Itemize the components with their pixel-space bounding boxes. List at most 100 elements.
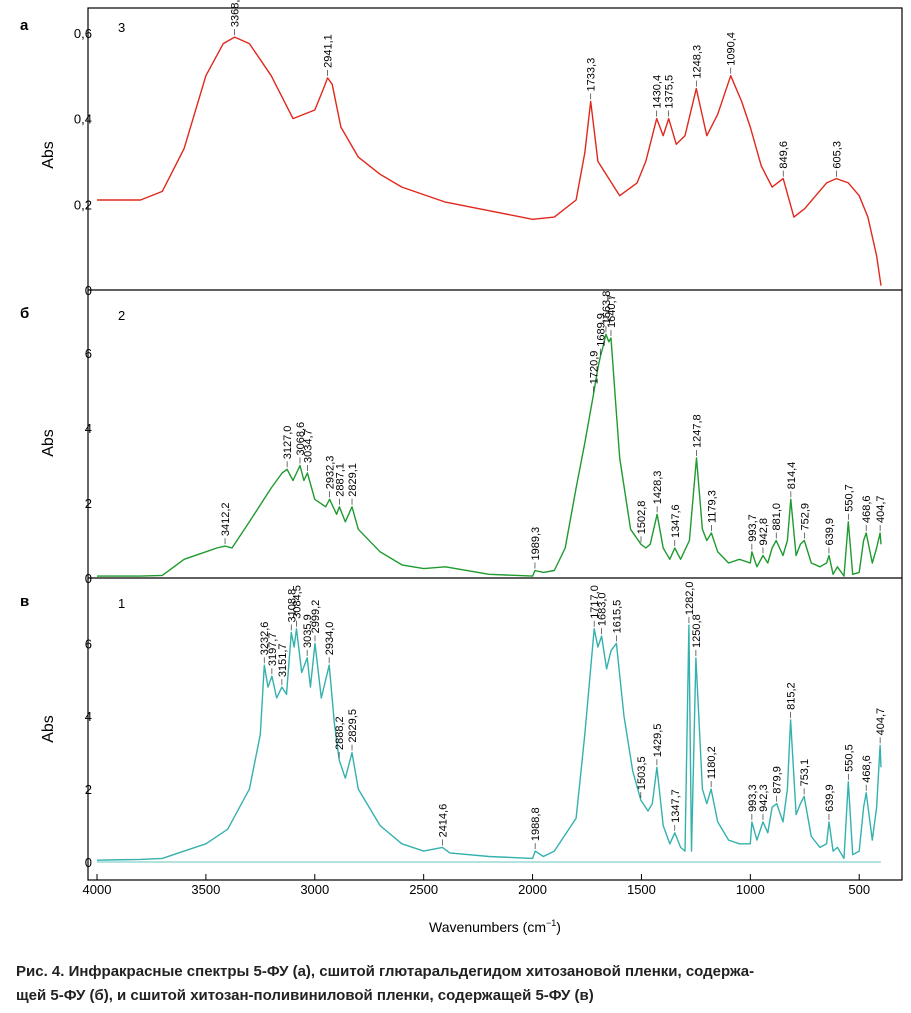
peak-label: 1717,0 bbox=[589, 585, 601, 619]
peak-label: 1090,4 bbox=[726, 32, 738, 66]
peak-label: 3035,9 bbox=[302, 614, 314, 648]
peak-label: 3084,5 bbox=[291, 585, 303, 619]
peak-label: 404,7 bbox=[875, 708, 887, 736]
peak-label: 2414,6 bbox=[437, 804, 449, 838]
x-tick-label: 3000 bbox=[300, 882, 329, 897]
peak-label: 3127,0 bbox=[282, 426, 294, 460]
y-tick-label: 4 bbox=[85, 709, 92, 724]
x-tick-label: 1500 bbox=[627, 882, 656, 897]
curve-number: 3 bbox=[118, 20, 125, 35]
figure-caption: Рис. 4. Инфракрасные спектры 5-ФУ (а), с… bbox=[16, 960, 901, 1008]
peak-label: 849,6 bbox=[778, 141, 790, 169]
peak-label: 1179,3 bbox=[706, 490, 718, 523]
curve-number: 1 bbox=[118, 596, 125, 611]
peak-label: 3151,7 bbox=[277, 643, 289, 677]
caption-line-1: Рис. 4. Инфракрасные спектры 5-ФУ (а), с… bbox=[16, 963, 755, 980]
peak-label: 752,9 bbox=[799, 503, 811, 531]
peak-label: 3197,7 bbox=[267, 633, 279, 667]
spectrum-line bbox=[97, 36, 882, 286]
spectrum-line bbox=[97, 333, 882, 577]
peak-label: 1430,4 bbox=[652, 75, 664, 109]
peak-label: 3108,8 bbox=[286, 589, 298, 623]
peak-label: 1689,9 bbox=[595, 313, 607, 347]
y-tick-label: 0,2 bbox=[74, 197, 92, 212]
peak-label: 3034,7 bbox=[302, 429, 314, 463]
ir-spectra-figure: а3Abs00,20,40,63368,42941,11733,31430,41… bbox=[20, 0, 903, 935]
figure-frame bbox=[87, 7, 903, 881]
peak-label: 2932,3 bbox=[325, 456, 337, 490]
y-tick-label: 0,4 bbox=[74, 112, 92, 127]
x-axis-label: Wavenumbers (cm−1) bbox=[429, 918, 561, 935]
peak-label: 1663,8 bbox=[601, 291, 613, 325]
y-tick-label: 4 bbox=[85, 421, 92, 436]
y-tick-label: 0,6 bbox=[74, 26, 92, 41]
peak-label: 1250,8 bbox=[691, 614, 703, 648]
peak-label: 1248,3 bbox=[691, 45, 703, 79]
peak-label: 468,6 bbox=[861, 495, 873, 523]
y-axis-label: Abs bbox=[40, 141, 57, 169]
peak-label: 1282,0 bbox=[684, 581, 696, 615]
spectrum-line bbox=[96, 624, 882, 861]
y-tick-label: 2 bbox=[85, 782, 92, 797]
x-tick-label: 2500 bbox=[409, 882, 438, 897]
peak-label: 1429,5 bbox=[652, 724, 664, 758]
x-tick-label: 3500 bbox=[191, 882, 220, 897]
x-axis: 4000 3500 3000 2500 2000 1500 1000 500 bbox=[83, 874, 870, 897]
panel-letter: а bbox=[20, 17, 29, 34]
peak-label: 942,3 bbox=[758, 784, 770, 812]
panel-letter: в bbox=[20, 593, 29, 610]
peak-label: 815,2 bbox=[786, 682, 798, 710]
x-tick-label: 500 bbox=[848, 882, 870, 897]
x-tick-label: 2000 bbox=[518, 882, 547, 897]
peak-label: 1615,5 bbox=[611, 600, 623, 634]
y-tick-label: 2 bbox=[85, 496, 92, 511]
peak-label: 3412,2 bbox=[220, 502, 232, 536]
peak-label: 814,4 bbox=[786, 462, 798, 490]
peak-label: 1733,3 bbox=[586, 58, 598, 92]
panel-letter: б bbox=[20, 305, 29, 322]
peak-label: 881,0 bbox=[771, 503, 783, 531]
peak-label: 550,7 bbox=[843, 484, 855, 512]
peak-label: 468,6 bbox=[861, 755, 873, 783]
peak-label: 753,1 bbox=[799, 759, 811, 787]
x-tick-label: 4000 bbox=[83, 882, 112, 897]
peak-label: 2888,2 bbox=[334, 716, 346, 750]
spectrum-panel-2: б2Abs02463412,23127,03068,63034,72932,32… bbox=[20, 289, 902, 586]
peak-label: 1347,7 bbox=[670, 789, 682, 823]
peak-label: 2934,0 bbox=[324, 622, 336, 656]
peak-label: 404,7 bbox=[875, 495, 887, 523]
peak-label: 605,3 bbox=[831, 141, 843, 169]
peak-label: 1247,8 bbox=[692, 414, 704, 448]
peak-label: 1347,6 bbox=[670, 504, 682, 538]
peak-label: 1502,8 bbox=[636, 501, 648, 535]
peak-label: 550,5 bbox=[843, 744, 855, 772]
peak-label: 639,9 bbox=[824, 784, 836, 812]
peak-label: 1720,9 bbox=[589, 351, 601, 385]
caption-line-2: щей 5-ФУ (б), и сшитой хитозан-поливинил… bbox=[16, 987, 594, 1004]
peak-label: 1640,7 bbox=[606, 294, 618, 328]
peak-label: 1989,3 bbox=[530, 527, 542, 561]
peak-label: 993,3 bbox=[747, 784, 759, 812]
peak-label: 1428,3 bbox=[652, 471, 664, 505]
y-axis-label: Abs bbox=[40, 715, 57, 743]
peak-label: 993,7 bbox=[747, 514, 759, 542]
peak-label: 639,9 bbox=[824, 518, 836, 546]
peak-label: 1683,0 bbox=[597, 592, 609, 626]
peak-label: 1503,5 bbox=[636, 756, 648, 790]
peak-label: 879,9 bbox=[772, 766, 784, 794]
peak-label: 1375,5 bbox=[664, 75, 676, 109]
peak-label: 1180,2 bbox=[706, 746, 718, 779]
peak-label: 2999,2 bbox=[310, 600, 322, 634]
y-tick-label: 6 bbox=[85, 346, 92, 361]
peak-label: 2829,5 bbox=[347, 709, 359, 743]
peak-label: 3232,6 bbox=[259, 622, 271, 656]
peak-label: 3368,4 bbox=[230, 0, 242, 27]
x-tick-label: 1000 bbox=[736, 882, 765, 897]
y-tick-label: 6 bbox=[85, 636, 92, 651]
peak-label: 2829,1 bbox=[347, 463, 359, 497]
y-axis-label: Abs bbox=[40, 429, 57, 457]
spectrum-panel-1: а3Abs00,20,40,63368,42941,11733,31430,41… bbox=[20, 0, 882, 298]
peak-label: 3068,6 bbox=[295, 422, 307, 456]
peak-label: 942,8 bbox=[758, 518, 770, 546]
peak-label: 1988,8 bbox=[530, 807, 542, 841]
